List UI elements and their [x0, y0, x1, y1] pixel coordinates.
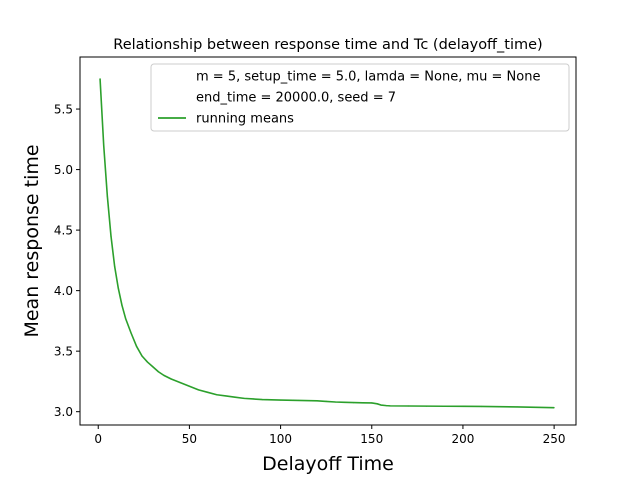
x-tick-label: 100 — [269, 432, 292, 446]
data-point — [316, 400, 318, 402]
data-point — [325, 400, 327, 402]
data-point — [163, 374, 165, 376]
data-point — [376, 403, 378, 405]
axes-layer: 0 50 100 150 200 250 3.0 3.5 4.0 4.5 5.0 5.5 — [54, 56, 577, 446]
data-point — [103, 144, 105, 146]
data-point — [121, 304, 123, 306]
legend-entry-label: m = 5, setup_time = 5.0, lamda = None, m… — [196, 70, 540, 85]
data-point — [352, 402, 355, 404]
data-point — [170, 378, 172, 380]
data-point — [535, 406, 537, 408]
data-point — [385, 405, 387, 407]
y-tick-label: 4.0 — [54, 284, 73, 298]
x-tick-label: 150 — [360, 432, 383, 446]
data-point — [498, 406, 501, 408]
data-point — [141, 355, 143, 357]
data-point — [343, 401, 346, 403]
data-point — [371, 402, 373, 404]
data-point — [270, 399, 273, 401]
y-tick-label: 3.5 — [54, 345, 73, 359]
data-point — [216, 394, 218, 396]
data-point — [135, 345, 138, 347]
legend-box — [150, 63, 570, 132]
data-point — [207, 391, 209, 393]
data-point — [130, 332, 132, 334]
data-point — [234, 396, 236, 398]
data-point — [117, 287, 119, 289]
data-point — [389, 405, 391, 407]
data-point — [407, 405, 409, 407]
legend: m = 5, setup_time = 5.0, lamda = None, m… — [150, 63, 570, 132]
data-point — [553, 407, 555, 409]
data-point — [362, 402, 364, 404]
data-point — [124, 317, 127, 320]
axes-frame — [79, 56, 577, 426]
data-point — [157, 371, 160, 373]
x-axis-label: Delayoff Time — [262, 453, 394, 475]
data-point — [188, 385, 191, 387]
data-point — [252, 398, 254, 400]
data-point — [380, 404, 382, 406]
data-point — [110, 235, 112, 237]
y-axis-label: Mean response time — [21, 144, 43, 337]
y-tick-label: 5.0 — [54, 163, 73, 177]
x-tick-label: 250 — [543, 432, 566, 446]
y-tick-label: 3.0 — [54, 405, 73, 419]
data-point — [114, 265, 116, 268]
x-tick-label: 0 — [94, 432, 102, 446]
data-point — [179, 382, 181, 384]
y-tick-label: 5.5 — [54, 103, 73, 117]
chart-title: Relationship between response time and T… — [113, 37, 542, 53]
data-point — [99, 78, 101, 80]
x-tick-label: 200 — [451, 432, 474, 446]
data-point — [425, 405, 428, 407]
data-point — [225, 395, 227, 397]
legend-entry-label: running means — [196, 112, 294, 127]
x-tick-label: 50 — [182, 432, 197, 446]
data-point — [261, 398, 263, 401]
data-point — [334, 401, 336, 403]
y-tick-label: 4.5 — [54, 224, 73, 238]
data-point — [243, 397, 245, 399]
data-point — [197, 389, 200, 391]
series-layer — [99, 78, 555, 409]
data-point — [298, 399, 300, 402]
data-point — [146, 361, 149, 363]
data-point — [444, 405, 446, 407]
data-point — [462, 405, 464, 407]
data-point — [480, 405, 482, 408]
data-point — [152, 366, 154, 368]
legend-entry-label: end_time = 20000.0, seed = 7 — [196, 91, 396, 106]
data-point — [517, 406, 519, 408]
data-point — [106, 195, 108, 197]
data-point — [279, 399, 282, 401]
